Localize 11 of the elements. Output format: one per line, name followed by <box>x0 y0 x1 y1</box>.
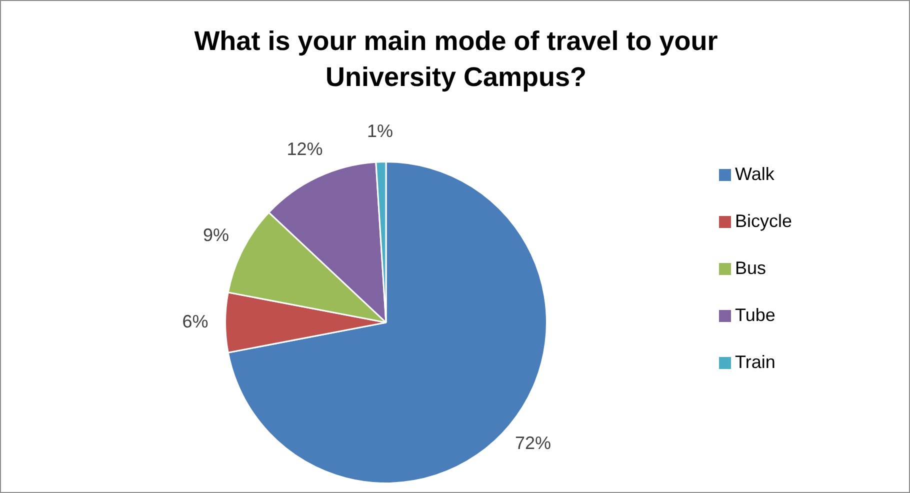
legend-label: Tube <box>735 305 776 326</box>
data-label: 12% <box>286 138 323 159</box>
legend-label: Bicycle <box>735 211 792 232</box>
data-label: 1% <box>367 120 394 141</box>
legend-label: Walk <box>735 164 774 185</box>
data-label: 6% <box>182 311 208 332</box>
legend-label: Train <box>735 352 776 373</box>
data-label: 72% <box>514 433 551 454</box>
data-label: 9% <box>203 224 230 245</box>
chart-title: What is your main mode of travel to your University Campus? <box>193 25 719 94</box>
legend-label: Bus <box>735 258 766 279</box>
